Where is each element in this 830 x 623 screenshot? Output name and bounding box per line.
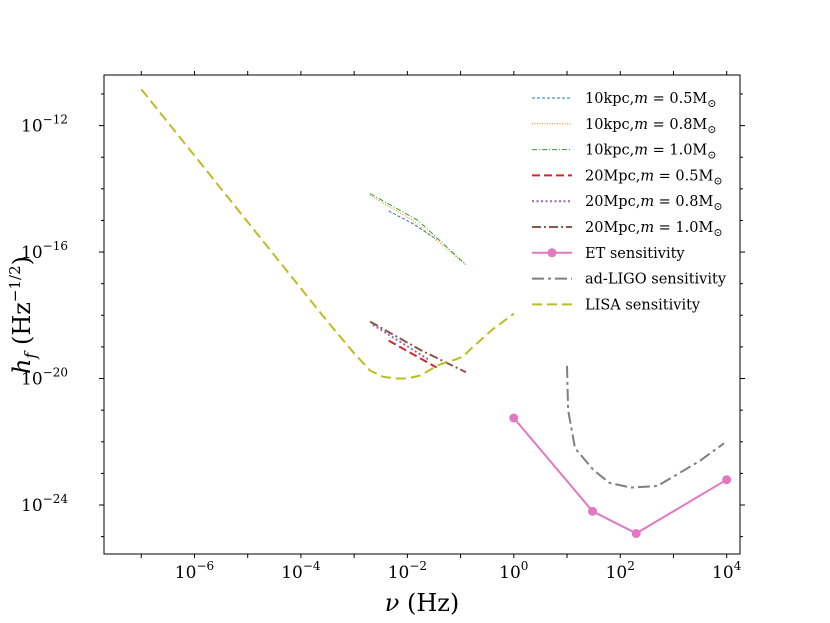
series-line-1 <box>369 194 467 266</box>
series-marker-6 <box>588 506 598 516</box>
plot-frame <box>103 74 741 555</box>
legend-label-5: 20Mpc,m = 1.0M⊙ <box>585 220 723 239</box>
series-line-7 <box>566 365 725 489</box>
x-tick-label: 104 <box>712 559 742 583</box>
series-line-8 <box>140 88 515 380</box>
x-tick-label: 10−4 <box>281 559 321 583</box>
series-marker-6 <box>509 413 519 423</box>
series-layer <box>140 88 732 538</box>
y-tick-label: 10−24 <box>21 492 68 516</box>
legend-label-7: ad-LIGO sensitivity <box>585 272 727 288</box>
y-tick-label: 10−12 <box>21 113 68 137</box>
legend-label-8: LISA sensitivity <box>585 297 701 313</box>
legend: 10kpc,m = 0.5M⊙ 10kpc,m = 0.8M⊙ 10kpc,m = … <box>532 91 727 313</box>
legend-label-1: 10kpc,m = 0.8M⊙ <box>585 117 717 136</box>
series-line-2 <box>369 193 467 266</box>
series-marker-6 <box>631 528 641 538</box>
y-tick-label: 10−20 <box>21 366 68 390</box>
x-tick-label: 100 <box>499 559 528 583</box>
y-axis-label: hf (Hz−1/2) <box>6 256 40 374</box>
legend-label-2: 10kpc,m = 1.0M⊙ <box>585 143 717 162</box>
legend-label-4: 20Mpc,m = 0.8M⊙ <box>585 194 723 213</box>
series-line-0 <box>388 210 437 240</box>
y-axis-ticks: 10−12 10−16 10−20 10−24 <box>21 93 745 538</box>
x-tick-label: 102 <box>606 559 635 583</box>
legend-label-3: 20Mpc,m = 0.5M⊙ <box>585 168 723 187</box>
series-marker-6 <box>722 475 732 485</box>
x-tick-label: 10−6 <box>175 559 214 583</box>
x-axis-label: ν (Hz) <box>385 589 460 617</box>
series-line-3 <box>388 339 438 369</box>
legend-label-0: 10kpc,m = 0.5M⊙ <box>585 91 717 110</box>
series-line-4 <box>372 323 430 361</box>
series-line-5 <box>369 320 467 374</box>
x-axis-ticks: 10−6 10−4 10−2 100 102 104 <box>140 71 742 583</box>
legend-marker-6 <box>547 248 557 258</box>
y-tick-label: 10−16 <box>21 239 68 263</box>
legend-label-6: ET sensitivity <box>585 246 685 262</box>
series-line-6 <box>513 417 728 535</box>
x-tick-label: 10−2 <box>388 559 427 583</box>
